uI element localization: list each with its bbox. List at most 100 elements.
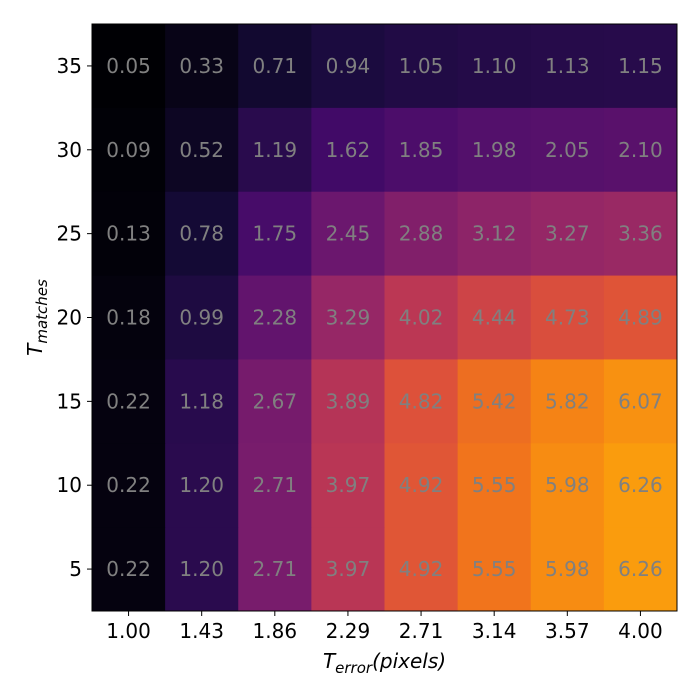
- heatmap-cell: [384, 107, 459, 193]
- cell-value-label: 4.82: [399, 389, 444, 413]
- heatmap-cell: [92, 191, 166, 277]
- cell-value-label: 1.18: [179, 389, 224, 413]
- heatmap-cell: [238, 275, 312, 360]
- cell-value-label: 3.36: [618, 222, 663, 246]
- cell-value-label: 0.13: [106, 222, 151, 246]
- cell-value-label: 3.29: [326, 306, 371, 330]
- heatmap-cell: [603, 191, 678, 277]
- x-axis-label-main: T: [323, 649, 337, 673]
- heatmap-cell: [238, 443, 312, 528]
- heatmap-cell: [384, 275, 459, 360]
- cell-value-label: 5.55: [472, 473, 517, 497]
- heatmap-cell: [238, 24, 312, 109]
- y-tick-label: 25: [57, 222, 82, 246]
- x-tick-label: 1.00: [106, 619, 151, 643]
- cell-value-label: 5.98: [545, 473, 590, 497]
- heatmap-cell: [603, 24, 678, 109]
- heatmap-cell: [530, 191, 605, 277]
- x-axis-label: Terror(pixels): [323, 649, 446, 677]
- cell-value-label: 2.88: [399, 222, 444, 246]
- heatmap-cell-labels: 0.05 0.33 0.71 0.94 1.05 1.10 1.13 1.15 0.09 0.52…: [106, 54, 662, 581]
- heatmap-cell: [92, 275, 166, 360]
- y-axis-label: Tmatches: [23, 279, 51, 356]
- cell-value-label: 3.89: [326, 389, 371, 413]
- cell-value-label: 4.92: [399, 557, 444, 581]
- x-axis-label-suffix: (pixels): [372, 649, 446, 673]
- cell-value-label: 3.97: [326, 557, 371, 581]
- cell-value-label: 2.45: [326, 222, 371, 246]
- y-tick-label: 15: [57, 389, 82, 413]
- heatmap-cell: [530, 275, 605, 360]
- cell-value-label: 3.97: [326, 473, 371, 497]
- cell-value-label: 4.44: [472, 306, 517, 330]
- cell-value-label: 2.28: [253, 306, 298, 330]
- heatmap-cell: [530, 107, 605, 193]
- heatmap-cell: [311, 107, 385, 193]
- x-axis-label-sub: error: [335, 659, 373, 677]
- cell-value-label: 4.02: [399, 306, 444, 330]
- cell-value-label: 1.15: [618, 54, 663, 78]
- cell-value-label: 3.27: [545, 222, 590, 246]
- heatmap-cell: [92, 24, 166, 109]
- heatmap-cell: [92, 359, 166, 444]
- cell-value-label: 2.67: [253, 389, 298, 413]
- heatmap-cell: [165, 191, 239, 277]
- cell-value-label: 0.05: [106, 54, 151, 78]
- cell-value-label: 0.18: [106, 306, 151, 330]
- cell-value-label: 0.99: [179, 306, 224, 330]
- plot-frame: [91, 23, 678, 612]
- cell-value-label: 4.89: [618, 306, 663, 330]
- y-tick-label: 35: [57, 54, 82, 78]
- cell-value-label: 1.98: [472, 138, 517, 162]
- heatmap-cell: [457, 527, 532, 612]
- heatmap-cell: [311, 443, 385, 528]
- x-tick-label: 2.71: [399, 619, 444, 643]
- cell-value-label: 6.26: [618, 557, 663, 581]
- heatmap-cell: [165, 107, 239, 193]
- heatmap-cell: [311, 275, 385, 360]
- heatmap-cell: [384, 443, 459, 528]
- cell-value-label: 2.05: [545, 138, 590, 162]
- heatmap-cell: [457, 443, 532, 528]
- heatmap-cell: [530, 443, 605, 528]
- y-tick-label: 30: [57, 138, 82, 162]
- heatmap-cell: [384, 359, 459, 444]
- x-tick-label: 1.86: [253, 619, 298, 643]
- cell-value-label: 2.71: [253, 557, 298, 581]
- heatmap-cell: [384, 24, 459, 109]
- cell-value-label: 1.62: [326, 138, 371, 162]
- heatmap-cell: [603, 359, 678, 444]
- x-tick-label: 2.29: [326, 619, 371, 643]
- heatmap-cell: [165, 359, 239, 444]
- heatmap-cell: [530, 527, 605, 612]
- heatmap-cell: [457, 107, 532, 193]
- heatmap-cell: [384, 527, 459, 612]
- cell-value-label: 0.22: [106, 473, 151, 497]
- cell-value-label: 6.07: [618, 389, 663, 413]
- heatmap-cells: [92, 24, 678, 612]
- cell-value-label: 1.05: [399, 54, 444, 78]
- y-tick-label: 20: [57, 306, 82, 330]
- heatmap-cell: [238, 527, 312, 612]
- heatmap-cell: [92, 443, 166, 528]
- heatmap-cell: [165, 527, 239, 612]
- heatmap-cell: [603, 107, 678, 193]
- cell-value-label: 0.52: [179, 138, 224, 162]
- cell-value-label: 0.33: [179, 54, 224, 78]
- heatmap-cell: [384, 191, 459, 277]
- heatmap-cell: [457, 359, 532, 444]
- heatmap-cell: [457, 191, 532, 277]
- x-tick-label: 4.00: [618, 619, 663, 643]
- heatmap-cell: [165, 275, 239, 360]
- cell-value-label: 4.73: [545, 306, 590, 330]
- cell-value-label: 0.78: [179, 222, 224, 246]
- cell-value-label: 3.12: [472, 222, 517, 246]
- cell-value-label: 0.22: [106, 389, 151, 413]
- cell-value-label: 4.92: [399, 473, 444, 497]
- heatmap-cell: [238, 191, 312, 277]
- heatmap-cell: [92, 107, 166, 193]
- cell-value-label: 1.85: [399, 138, 444, 162]
- cell-value-label: 1.20: [179, 473, 224, 497]
- cell-value-label: 0.71: [253, 54, 298, 78]
